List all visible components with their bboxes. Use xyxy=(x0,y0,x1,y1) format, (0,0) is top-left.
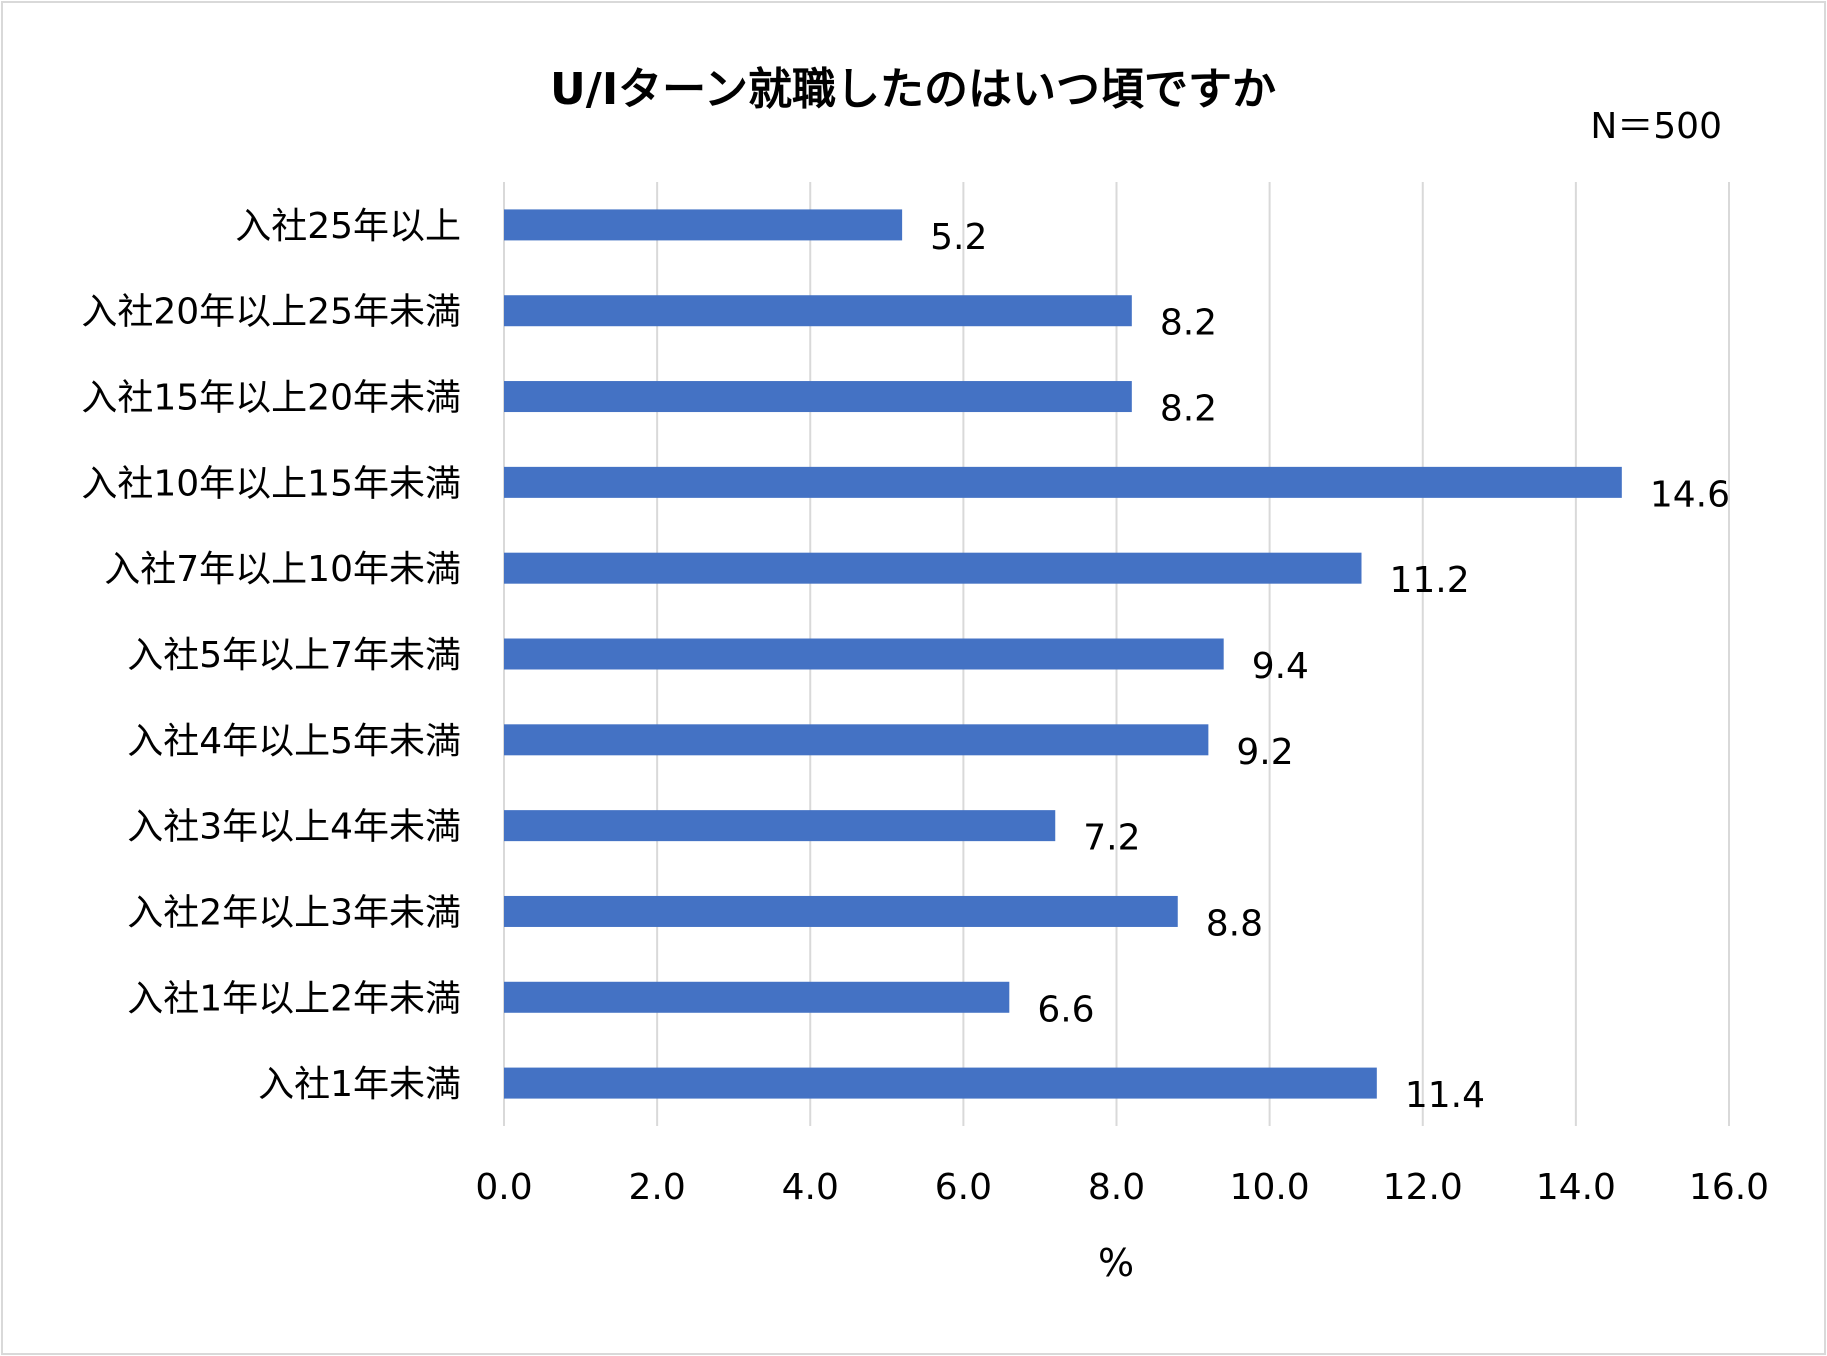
x-tick-label: 12.0 xyxy=(1383,1167,1463,1208)
x-tick-label: 14.0 xyxy=(1536,1167,1616,1208)
data-label: 9.4 xyxy=(1252,646,1309,687)
bar xyxy=(504,552,1362,584)
bar xyxy=(504,209,903,241)
data-label: 7.2 xyxy=(1083,818,1140,859)
category-label: 入社20年以上25年未満 xyxy=(81,292,461,333)
chart-title: U/Iターン就職したのはいつ頃ですか xyxy=(550,64,1276,115)
x-tick-label: 16.0 xyxy=(1689,1167,1769,1208)
x-tick-label: 0.0 xyxy=(475,1167,532,1208)
category-labels: 入社25年以上入社20年以上25年未満入社15年以上20年未満入社10年以上15… xyxy=(81,206,461,1105)
data-label: 11.2 xyxy=(1390,560,1470,601)
x-tick-label: 8.0 xyxy=(1088,1167,1145,1208)
bars xyxy=(504,209,1622,1099)
x-tick-label: 2.0 xyxy=(628,1167,685,1208)
category-label: 入社1年未満 xyxy=(258,1064,461,1105)
data-label: 8.8 xyxy=(1206,903,1263,944)
data-label: 8.2 xyxy=(1160,389,1217,430)
bar xyxy=(504,381,1132,413)
data-label: 14.6 xyxy=(1650,474,1730,515)
category-label: 入社25年以上 xyxy=(235,206,461,247)
category-label: 入社5年以上7年未満 xyxy=(127,635,461,676)
x-tick-labels: 0.0 2.0 4.0 6.0 8.0 10.0 12.0 14.0 16.0 xyxy=(475,1167,1769,1208)
x-tick-label: 6.0 xyxy=(935,1167,992,1208)
category-label: 入社10年以上15年未満 xyxy=(81,463,461,504)
sample-size-label: N＝500 xyxy=(1590,106,1722,147)
x-tick-label: 4.0 xyxy=(782,1167,839,1208)
data-label: 11.4 xyxy=(1405,1075,1485,1116)
data-label: 6.6 xyxy=(1037,989,1094,1030)
category-label: 入社15年以上20年未満 xyxy=(81,378,461,419)
bar xyxy=(504,1067,1377,1099)
data-label: 5.2 xyxy=(930,217,987,258)
category-label: 入社2年以上3年未満 xyxy=(127,892,461,933)
bar xyxy=(504,895,1178,927)
x-tick-label: 10.0 xyxy=(1230,1167,1310,1208)
data-label: 9.2 xyxy=(1236,732,1293,773)
category-label: 入社4年以上5年未満 xyxy=(127,721,461,762)
bar xyxy=(504,295,1132,327)
category-label: 入社1年以上2年未満 xyxy=(127,978,461,1019)
x-axis-label: % xyxy=(1098,1241,1134,1285)
bar xyxy=(504,724,1209,756)
category-label: 入社3年以上4年未満 xyxy=(127,807,461,848)
bar xyxy=(504,981,1010,1013)
gridlines xyxy=(503,182,1730,1126)
data-label: 8.2 xyxy=(1160,303,1217,344)
bar xyxy=(504,810,1056,842)
category-label: 入社7年以上10年未満 xyxy=(104,549,461,590)
bar xyxy=(504,466,1622,498)
value-labels: 5.2 8.2 8.2 14.6 11.2 9.4 9.2 7.2 8.8 6.6 11.4 xyxy=(930,217,1730,1116)
bar xyxy=(504,638,1224,670)
